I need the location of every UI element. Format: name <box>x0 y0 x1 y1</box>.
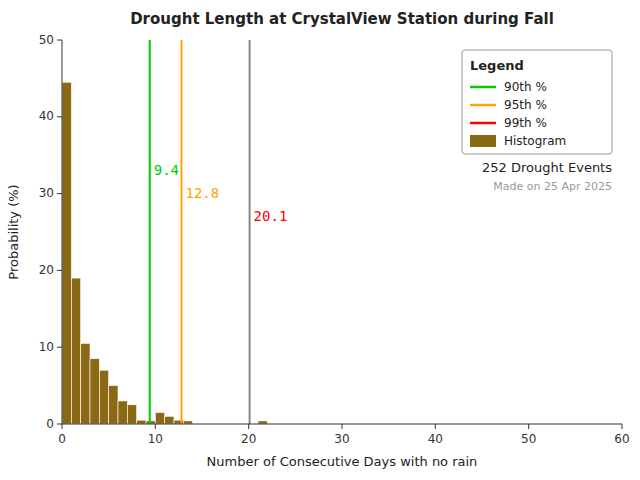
x-tick <box>435 424 436 429</box>
x-tick-label: 30 <box>334 432 349 446</box>
histogram-bar <box>99 370 108 424</box>
legend-swatch <box>470 104 496 107</box>
x-tick-label: 0 <box>58 432 66 446</box>
y-tick <box>57 424 62 425</box>
histogram-bar <box>109 386 118 424</box>
histogram-bar <box>155 412 164 424</box>
percentile-line <box>249 40 251 424</box>
y-axis-line <box>62 40 63 424</box>
y-tick <box>57 193 62 194</box>
histogram-bar <box>165 416 174 424</box>
percentile-label: 9.4 <box>154 162 179 178</box>
x-tick-label: 50 <box>521 432 536 446</box>
y-tick-label: 40 <box>39 109 54 123</box>
x-tick-label: 10 <box>148 432 163 446</box>
legend-title: Legend <box>470 58 524 73</box>
y-axis-label: Probability (%) <box>6 184 21 279</box>
percentile-line <box>180 40 182 424</box>
histogram-bar <box>90 359 99 424</box>
legend-swatch <box>470 122 496 125</box>
chart: Drought Length at CrystalView Station du… <box>0 0 640 480</box>
plot-area <box>62 40 267 424</box>
x-tick <box>248 424 249 429</box>
percentile-label: 12.8 <box>185 185 219 201</box>
x-tick <box>62 424 63 429</box>
legend-label: Histogram <box>504 134 566 148</box>
y-tick-label: 20 <box>39 263 54 277</box>
y-tick <box>57 116 62 117</box>
histogram-bar <box>81 343 90 424</box>
y-tick <box>57 347 62 348</box>
legend-swatch <box>470 135 496 147</box>
legend-label: 99th % <box>504 116 547 130</box>
y-tick-label: 0 <box>46 417 54 431</box>
x-tick-label: 60 <box>614 432 629 446</box>
x-tick <box>155 424 156 429</box>
annotation: 252 Drought Events <box>482 160 612 175</box>
title: Drought Length at CrystalView Station du… <box>130 10 554 28</box>
x-tick <box>528 424 529 429</box>
histogram-bar <box>127 405 136 424</box>
histogram-bar <box>137 420 146 424</box>
histogram-bar <box>118 401 127 424</box>
legend-box <box>462 50 612 154</box>
y-tick <box>57 270 62 271</box>
y-tick-label: 50 <box>39 33 54 47</box>
x-axis-label: Number of Consecutive Days with no rain <box>207 454 478 469</box>
x-tick <box>622 424 623 429</box>
histogram-bar <box>62 82 71 424</box>
annotation: Made on 25 Apr 2025 <box>493 180 612 193</box>
x-tick <box>342 424 343 429</box>
legend-label: 90th % <box>504 80 547 94</box>
x-tick-label: 20 <box>241 432 256 446</box>
legend-label: 95th % <box>504 98 547 112</box>
legend: Legend 90th % 95th % 99th % Histogram <box>462 50 612 154</box>
y-tick-label: 30 <box>39 186 54 200</box>
percentile-label: 20.1 <box>254 208 288 224</box>
histogram-bar <box>71 278 80 424</box>
y-tick <box>57 40 62 41</box>
legend-swatch <box>470 86 496 89</box>
y-tick-label: 10 <box>39 340 54 354</box>
percentile-line <box>149 40 151 424</box>
x-tick-label: 40 <box>428 432 443 446</box>
